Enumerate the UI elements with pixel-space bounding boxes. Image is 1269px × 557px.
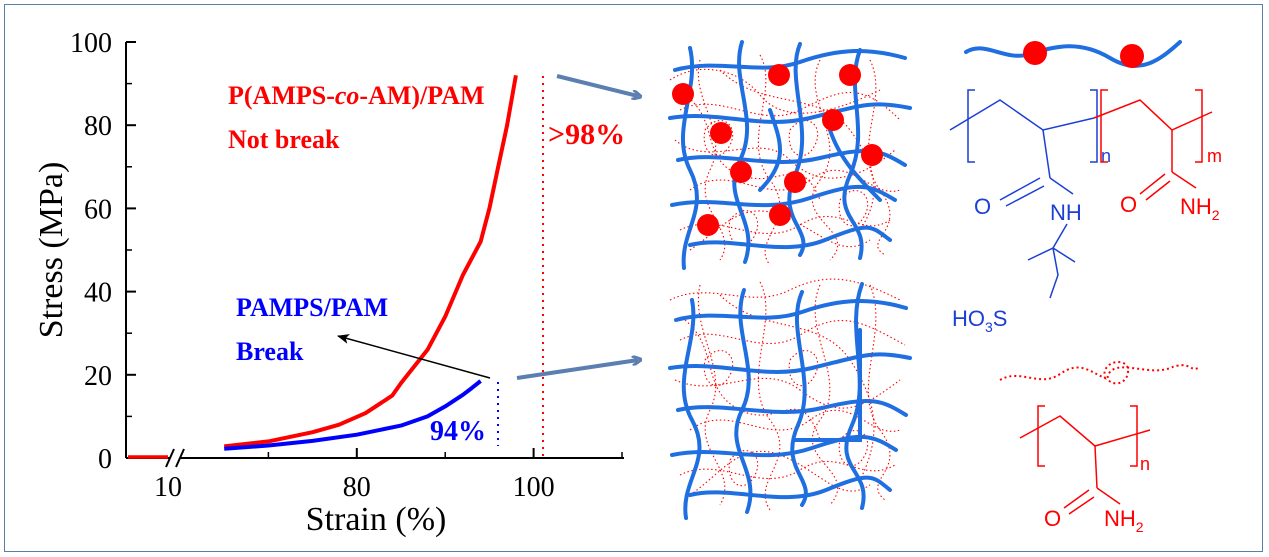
blue-end-label: 94% [430, 416, 486, 447]
pamps-pam-network-illustration [670, 279, 910, 518]
red-end-label: >98% [548, 118, 625, 151]
sphere [822, 109, 844, 131]
pam-subscript-n: n [1140, 454, 1150, 474]
y-tick-label: 60 [84, 194, 112, 225]
subscript-m: m [1207, 146, 1222, 166]
amps-co-am-structure: n O NH HO3S m O NH2 [950, 90, 1222, 335]
carbonyl-o-amps: O [974, 194, 991, 219]
y-tick-label: 20 [84, 361, 112, 392]
y-tick-label: 40 [84, 278, 112, 309]
stress-strain-chart: 0 20 40 60 80 100 10 80 100 Stress (MPa) Strain… [33, 28, 625, 538]
blue-series-label: PAMPS/PAM [236, 293, 388, 322]
pam-chain-symbol [1000, 362, 1198, 383]
red-series-status: Not break [228, 125, 340, 154]
pam-amide-nh2: NH2 [1104, 506, 1144, 535]
sphere [769, 204, 791, 226]
x-tick-label: 80 [343, 472, 371, 503]
carbonyl-o-am: O [1120, 192, 1137, 217]
blue-series-status: Break [236, 337, 304, 366]
sphere [784, 171, 806, 193]
sphere [768, 64, 790, 86]
amide-nh2: NH2 [1180, 194, 1220, 223]
copolymer-chain-symbol [966, 41, 1180, 68]
pam-structure: n O NH2 [1020, 406, 1150, 535]
sphere [697, 214, 719, 236]
arrow-to-bottom-network [517, 360, 638, 378]
x-tick-label: 10 [154, 472, 182, 503]
amide-nh: NH [1050, 200, 1082, 225]
sphere [1120, 44, 1144, 68]
x-tick-label: 100 [513, 472, 555, 503]
crosslinked-network-illustration [670, 42, 910, 268]
break-pointer-arrow [338, 336, 490, 378]
y-tick-label: 0 [98, 444, 112, 475]
sphere [1023, 41, 1047, 65]
sulfonate-group: HO3S [952, 306, 1007, 335]
x-axis-title: Strain (%) [306, 501, 447, 538]
pam-carbonyl-o: O [1044, 506, 1061, 531]
y-tick-label: 80 [84, 111, 112, 142]
y-tick-label: 100 [70, 28, 112, 59]
red-series-label: P(AMPS-co-AM)/PAM [228, 81, 485, 110]
sphere [730, 161, 752, 183]
sphere [839, 64, 861, 86]
figure-canvas: 0 20 40 60 80 100 10 80 100 Stress (MPa) Strain… [0, 0, 1269, 557]
y-axis-title: Stress (MPa) [33, 162, 70, 339]
subscript-n: n [1101, 146, 1111, 166]
sphere [861, 144, 883, 166]
sphere [710, 122, 732, 144]
sphere [672, 83, 694, 105]
arrow-to-top-network [557, 76, 638, 96]
